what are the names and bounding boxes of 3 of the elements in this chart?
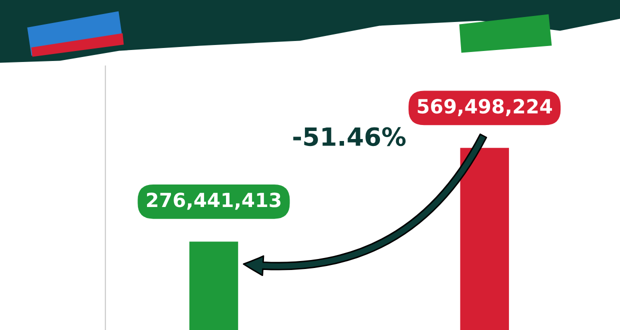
data-label: 276,441,413 [147, 192, 280, 210]
data-label: 569,498,224 [418, 98, 552, 116]
text: -51.46% [293, 127, 406, 146]
